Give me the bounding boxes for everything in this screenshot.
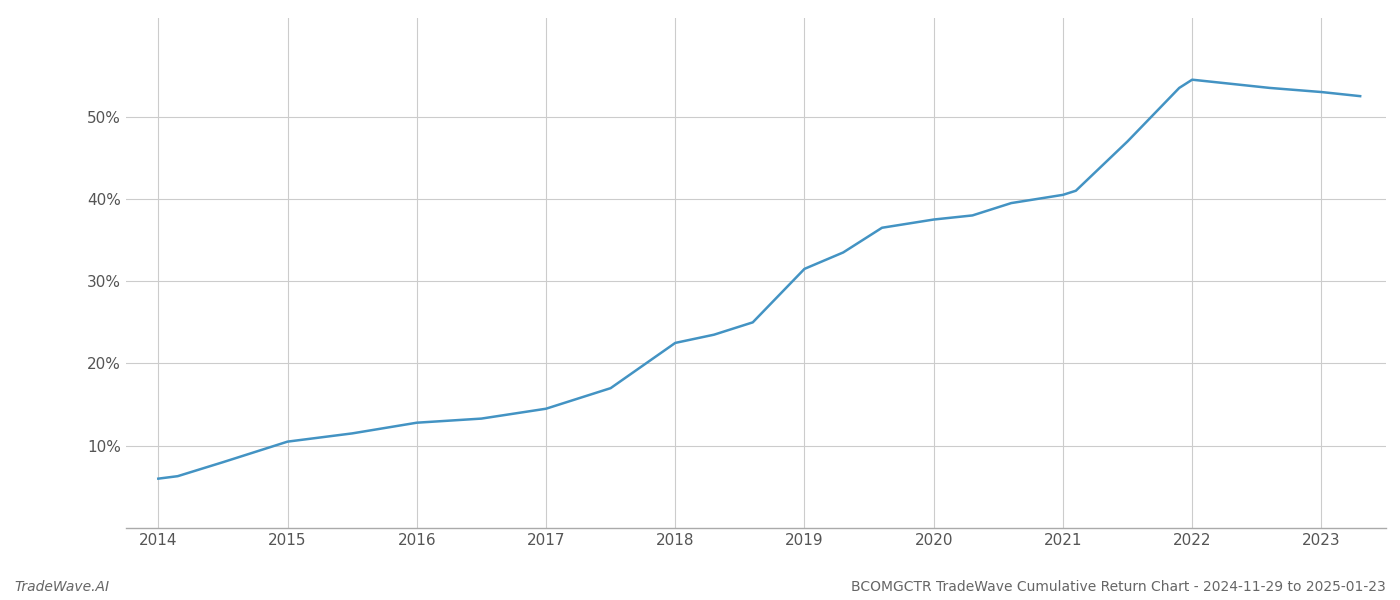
Text: BCOMGCTR TradeWave Cumulative Return Chart - 2024-11-29 to 2025-01-23: BCOMGCTR TradeWave Cumulative Return Cha… [851,580,1386,594]
Text: TradeWave.AI: TradeWave.AI [14,580,109,594]
